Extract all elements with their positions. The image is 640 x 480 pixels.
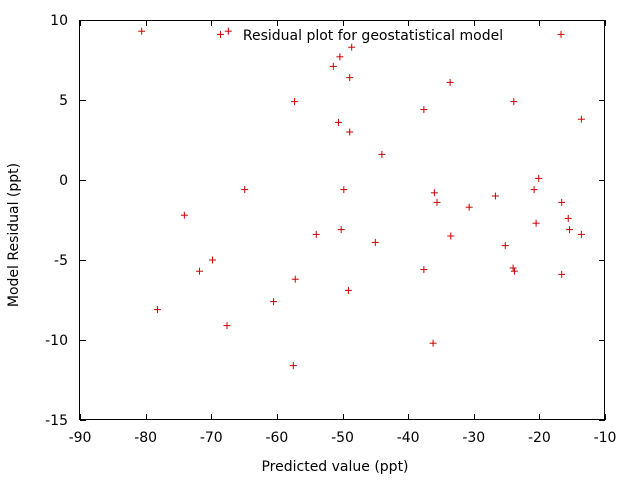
y-tick-label: 5 (59, 93, 68, 109)
data-point (336, 53, 344, 61)
y-tick-label: -5 (54, 253, 68, 269)
plot-frame (79, 20, 605, 420)
data-point (346, 74, 354, 82)
x-tick-labels: -90 -80 -70 -60 -50 -40 -30 -20 -10 (69, 430, 617, 446)
chart-title: Residual plot for geostatistical model (243, 28, 503, 44)
data-point (429, 339, 437, 347)
data-point (530, 186, 538, 194)
x-axis-label: Predicted value (ppt) (261, 459, 408, 475)
data-point (510, 267, 518, 275)
x-tick-label: -70 (200, 430, 223, 446)
data-point (329, 62, 337, 70)
data-point (291, 98, 299, 106)
data-point (510, 98, 518, 106)
data-point (446, 78, 454, 86)
data-point (291, 275, 299, 283)
x-tick-label: -50 (331, 430, 354, 446)
data-point (535, 174, 543, 182)
x-tick-label: -20 (528, 430, 551, 446)
data-point (335, 118, 343, 126)
x-tick-label: -80 (134, 430, 157, 446)
data-point (340, 186, 348, 194)
x-tick-label: -90 (69, 430, 92, 446)
y-tick-labels: -15 -10 -5 0 5 10 (45, 13, 68, 429)
data-point (420, 106, 428, 114)
data-point (348, 43, 356, 51)
data-point (532, 219, 540, 227)
data-point (558, 270, 566, 278)
x-tick-label: -60 (265, 430, 288, 446)
data-point (465, 203, 473, 211)
data-point (577, 115, 585, 123)
data-point (558, 198, 566, 206)
x-tick-label: -30 (462, 430, 485, 446)
data-point (223, 322, 231, 330)
x-tick-label: -10 (594, 430, 617, 446)
data-point (270, 298, 278, 306)
y-tick-label: -10 (45, 333, 68, 349)
data-point (209, 256, 217, 264)
data-point (420, 266, 428, 274)
data-points (138, 27, 585, 370)
data-point (577, 230, 585, 238)
data-point (509, 264, 517, 272)
data-point (430, 189, 438, 197)
data-point (433, 198, 441, 206)
data-point (491, 192, 499, 200)
data-point (153, 306, 161, 314)
data-point (224, 27, 232, 35)
data-point (216, 30, 224, 38)
data-point (566, 226, 574, 234)
data-point (195, 267, 203, 275)
axis-ticks (80, 20, 606, 421)
data-point (346, 128, 354, 136)
data-point (138, 27, 146, 35)
data-point (557, 30, 565, 38)
data-point (378, 150, 386, 158)
data-point (337, 226, 345, 234)
data-point (447, 232, 455, 240)
y-axis-label: Model Residual (ppt) (6, 163, 22, 307)
x-tick-label: -40 (397, 430, 420, 446)
data-point (344, 286, 352, 294)
data-point (289, 362, 297, 370)
data-point (312, 230, 320, 238)
data-point (501, 242, 509, 250)
data-point (371, 238, 379, 246)
data-point (241, 186, 249, 194)
y-tick-label: 10 (50, 13, 68, 29)
data-point (180, 211, 188, 219)
data-point (564, 214, 572, 222)
y-tick-label: 0 (59, 173, 68, 189)
y-tick-label: -15 (45, 413, 68, 429)
